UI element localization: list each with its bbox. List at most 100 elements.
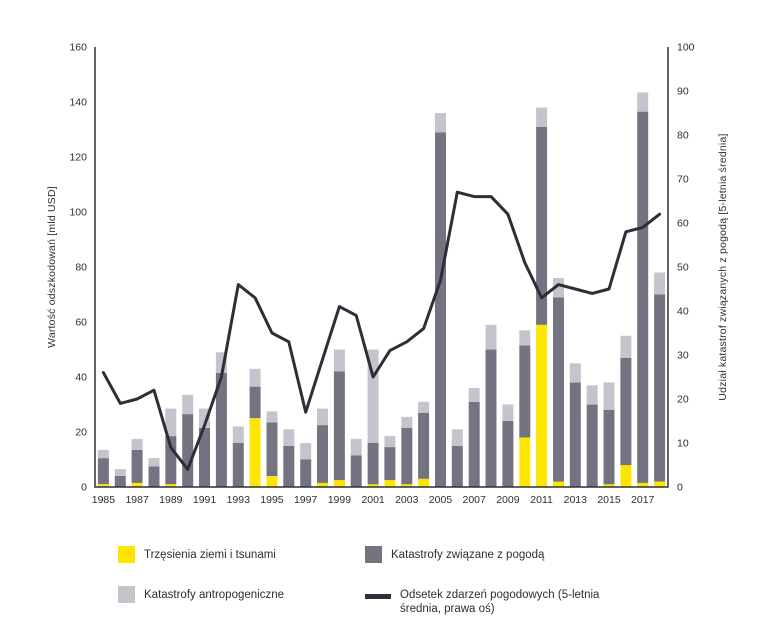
left-axis-tick-label: 100: [69, 207, 87, 219]
bar-segment: [603, 410, 615, 485]
bar-segment: [266, 476, 278, 487]
x-axis-tick-label: 2011: [530, 494, 553, 506]
bar-segment: [131, 449, 143, 483]
bar-segment: [165, 436, 177, 485]
bar-segment: [553, 297, 564, 482]
right-axis-tick-label: 50: [677, 262, 689, 274]
left-axis-tick-label: 40: [75, 372, 87, 384]
bar-segment: [451, 429, 463, 446]
x-axis-tick-label: 1993: [227, 494, 251, 506]
x-axis-tick-label: 2001: [361, 494, 385, 506]
bar-segment: [620, 357, 632, 466]
bar-segment: [401, 416, 413, 428]
bar-segment: [333, 480, 345, 487]
bar-segment: [401, 427, 413, 485]
bar-segment: [553, 278, 564, 298]
bar-segment: [300, 459, 312, 487]
legend-label: Katastrofy związane z pogodą: [391, 549, 545, 561]
left-axis-tick-label: 0: [81, 482, 87, 494]
left-axis-tick-label: 80: [75, 262, 87, 274]
bar-segment: [97, 449, 109, 459]
bar-segment: [435, 113, 446, 133]
bar-segment: [603, 382, 615, 410]
bar-segment: [418, 412, 430, 479]
bar-segment: [468, 388, 480, 402]
bar-segment: [131, 438, 143, 450]
bar-segment: [654, 481, 666, 487]
x-axis-tick-label: 2013: [564, 494, 588, 506]
bar-segment: [249, 368, 261, 387]
x-axis-tick-label: 2017: [631, 494, 655, 506]
x-axis-tick-label: 2015: [597, 494, 621, 506]
bar-segment: [654, 294, 666, 482]
bar-segment: [182, 394, 194, 415]
right-axis-tick-label: 60: [677, 218, 689, 230]
x-axis-tick-label: 2003: [395, 494, 419, 506]
bar-segment: [451, 445, 463, 488]
bar-segment: [114, 469, 126, 476]
bar-segment: [165, 484, 177, 488]
bar-segment: [317, 408, 328, 426]
bar-segment: [317, 482, 328, 487]
left-axis-tick-label: 160: [69, 42, 87, 54]
x-axis-tick-label: 1987: [125, 494, 149, 506]
right-axis-tick-label: 40: [677, 306, 689, 318]
bar-segment: [97, 484, 109, 488]
bar-segment: [266, 411, 278, 423]
bar-segment: [485, 324, 497, 350]
x-axis-tick-label: 1991: [193, 494, 217, 506]
right-axis-tick-label: 0: [677, 482, 683, 494]
bar-segment: [232, 443, 244, 487]
x-axis-tick-label: 2005: [429, 494, 453, 506]
right-axis-title: Udział katastrof związanych z pogodą [5-…: [717, 133, 729, 401]
bar-segment: [519, 330, 531, 346]
right-axis-tick-label: 80: [677, 130, 689, 142]
right-axis-tick-label: 10: [677, 438, 689, 450]
bar-segment: [165, 408, 177, 437]
bar-segment: [553, 481, 564, 487]
left-axis-title: Wartość odszkodowań [mld USD]: [46, 186, 58, 348]
bar-segment: [215, 372, 227, 487]
bar-segment: [637, 111, 649, 483]
x-axis-tick-label: 1989: [159, 494, 183, 506]
bar-segment: [97, 458, 109, 485]
right-axis-tick-label: 70: [677, 174, 689, 186]
bar-segment: [283, 429, 295, 446]
x-axis-tick-label: 1997: [294, 494, 318, 506]
bar-segment: [637, 482, 649, 487]
axis-lines: [94, 47, 669, 488]
bar-segment: [620, 335, 632, 358]
right-axis-tick-label: 30: [677, 350, 689, 362]
bar-segment: [435, 132, 446, 488]
weather-share-line: [101, 190, 662, 471]
bar-segment: [367, 349, 379, 443]
bar-segment: [317, 425, 328, 483]
x-axis-tick-label: 2007: [463, 494, 487, 506]
bar-segment: [249, 386, 261, 419]
bar-segment: [418, 478, 430, 488]
bar-segment: [367, 484, 379, 488]
bar-segment: [182, 414, 194, 487]
right-axis-tick-label: 90: [677, 86, 689, 98]
bar-segment: [603, 484, 615, 488]
legend-item-weather: Katastrofy związane z pogodą: [365, 546, 655, 576]
bar-segment: [654, 272, 666, 295]
bar-segment: [114, 476, 126, 487]
bar-segment: [266, 422, 278, 476]
bar-segment: [300, 443, 312, 460]
bar-segment: [131, 482, 143, 487]
bar-segment: [384, 480, 396, 487]
legend-label: Trzęsienia ziemi i tsunami: [144, 549, 276, 561]
bar-segment: [586, 404, 598, 487]
left-axis-tick-label: 60: [75, 317, 87, 329]
x-axis-tick-label: 2009: [496, 494, 520, 506]
bar-segment: [384, 447, 396, 481]
anthropogenic-swatch-icon: [118, 586, 135, 603]
bar-segment: [401, 484, 413, 488]
bar-segment: [148, 466, 160, 487]
bar-segment: [384, 436, 396, 448]
legend-label: Katastrofy antropogeniczne: [144, 589, 285, 601]
left-axis-tick-label: 120: [69, 152, 87, 164]
bar-segment: [333, 349, 345, 372]
